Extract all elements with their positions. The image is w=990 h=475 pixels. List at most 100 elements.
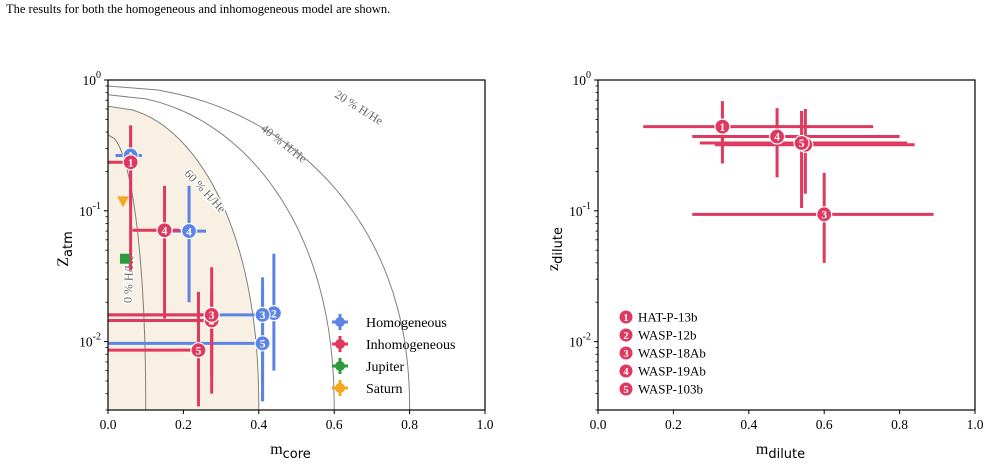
left-xlabel: mcore (270, 441, 311, 462)
left-inhomogeneous-point-4-circle (156, 222, 173, 239)
left-xtick-label-1: 0.2 (175, 417, 192, 432)
left-xlabel-sub: core (283, 447, 311, 462)
left-inhomogeneous-point-4-label: 4 (162, 225, 168, 237)
contour-line-0 (108, 134, 147, 410)
left-ytick-label-1: 10-1 (79, 201, 101, 219)
left-ylabel: Zatm (55, 231, 76, 267)
legend-planet-badge-label-4: 4 (623, 367, 629, 378)
legend-label-0: Homogeneous (366, 316, 447, 331)
legend-planet-name-3: WASP-18Ab (638, 346, 706, 361)
right-legend: 1 HAT-P-13b 2 WASP-12b 3 WASP-18Ab 4 WASP-19Ab 5… (619, 310, 706, 397)
left-ytick-label-0: 100 (83, 70, 102, 88)
right-plot-area: 12345 (643, 101, 934, 263)
left-homogeneous-point-5: 5 (254, 335, 271, 352)
legend-planet-badge-label-2: 2 (623, 331, 628, 342)
right-xtick-label-2: 0.4 (740, 417, 757, 432)
left-xtick-label-0: 0.0 (100, 417, 117, 432)
right-xtick-label-1: 0.2 (665, 417, 682, 432)
right-inhomogeneous-point-4-circle (768, 128, 786, 145)
contour-line-1 (108, 105, 260, 410)
left-xtick-label-5: 1.0 (477, 417, 494, 432)
right-ylabel: zdilute (545, 227, 566, 271)
left-frame (107, 79, 486, 411)
left-inhomogeneous-point-3-circle (203, 306, 220, 324)
left-inhomogeneous-point-1: 1 (122, 154, 139, 171)
left-inhomogeneous-point-5: 5 (190, 342, 207, 359)
left-homogeneous-point-3-label: 3 (260, 310, 266, 322)
legend-planet-2: 2 WASP-12b (619, 328, 697, 343)
left-homogeneous-point-3: 3 (254, 306, 271, 324)
left-inhomogeneous-point-4: 4 (156, 222, 173, 239)
right-ytick-base-1: 10 (569, 204, 583, 219)
right-inhomogeneous-point-3-label: 3 (821, 210, 827, 222)
legend-planet-badge-2 (619, 328, 633, 342)
legend-planet-1: 1 HAT-P-13b (619, 310, 697, 325)
legend-label-3: Saturn (366, 382, 403, 397)
panel-right-chart: 123450.00.20.40.60.81.010010-110-2mdilut… (545, 70, 984, 462)
contour-label-3: 20 % H/He (332, 87, 385, 127)
left-homogeneous-point-5-label: 5 (260, 339, 266, 351)
left-inhomogeneous-point-1-label: 1 (128, 157, 134, 169)
legend-planet-badge-label-1: 1 (623, 313, 628, 324)
legend-planet-name-5: WASP-103b (638, 382, 703, 397)
right-ytick-exp-0: 0 (586, 70, 591, 81)
legend-planet-3: 3 WASP-18Ab (619, 346, 706, 361)
contour-label-2: 40 % H/He (258, 121, 309, 165)
left-ytick-base-2: 10 (79, 335, 93, 350)
right-inhomogeneous-point-4: 4 (768, 128, 786, 145)
right-inhomogeneous-point-1: 1 (714, 118, 731, 135)
legend-planet-badge-label-3: 3 (623, 349, 628, 360)
legend-planet-badge-4 (619, 364, 633, 378)
right-inhomogeneous-point-3-circle (816, 206, 833, 223)
legend-planet-badge-1 (619, 310, 633, 324)
legend-swatch-dot-2 (335, 361, 345, 371)
left-inhomogeneous-point-3-label: 3 (209, 310, 215, 322)
legend-planet-badge-label-5: 5 (623, 385, 628, 396)
left-legend: Homogeneous Inhomogeneous Jupiter Saturn (332, 314, 455, 397)
legend-swatch-dot-3 (335, 383, 345, 393)
legend-planet-badge-5 (619, 382, 633, 396)
right-inhomogeneous-point-3: 3 (816, 206, 833, 223)
left-ytick-exp-2: -2 (93, 332, 101, 343)
right-xtick-label-5: 1.0 (967, 417, 984, 432)
left-xlabel-text: mcore (270, 441, 311, 462)
right-inhomogeneous-point-1-label: 1 (720, 122, 726, 134)
right-inhomogeneous-point-5: 5 (793, 134, 810, 152)
left-homogeneous-point-4-label: 4 (186, 226, 192, 238)
right-ylabel-sub: dilute (551, 227, 566, 264)
contour-label-0: 0 % H/He (121, 255, 137, 303)
legend-planet-badge-3 (619, 346, 633, 360)
left-ylabel-sub: atm (61, 231, 76, 257)
left-inhomogeneous-point-3: 3 (203, 306, 220, 324)
left-homogeneous-point-4-circle (180, 222, 198, 240)
legend-planet-name-1: HAT-P-13b (638, 310, 697, 325)
legend-swatch-dot-1 (335, 339, 345, 349)
left-homogeneous-point-5-circle (254, 335, 271, 352)
right-ytick-exp-2: -2 (583, 332, 591, 343)
legend-planet-4: 4 WASP-19Ab (619, 364, 706, 379)
right-ylabel-main: z (545, 264, 562, 271)
legend-planet-name-4: WASP-19Ab (638, 364, 706, 379)
right-xtick-label-4: 0.8 (891, 417, 908, 432)
h-he-fill-region (108, 106, 259, 410)
contour-line-3 (108, 85, 411, 410)
left-ytick-exp-1: -1 (93, 201, 101, 212)
left-ytick-base-0: 10 (83, 73, 97, 88)
right-inhomogeneous-point-5-circle (793, 134, 810, 152)
right-ytick-base-0: 10 (573, 73, 587, 88)
legend-label-1: Inhomogeneous (366, 338, 455, 353)
left-xtick-label-4: 0.8 (401, 417, 418, 432)
left-ylabel-main: Z (55, 257, 72, 267)
right-inhomogeneous-point-5-label: 5 (799, 138, 805, 150)
right-xlabel: mdilute (756, 441, 805, 462)
right-inhomogeneous-point-1-circle (714, 118, 731, 135)
left-inhomogeneous-point-5-label: 5 (196, 345, 202, 357)
right-xlabel-text: mdilute (756, 441, 805, 462)
left-homogeneous-point-2-label: 2 (271, 308, 277, 320)
right-ytick-label-0: 100 (573, 70, 592, 88)
right-frame (597, 79, 976, 411)
right-ylabel-text: zdilute (545, 227, 566, 271)
